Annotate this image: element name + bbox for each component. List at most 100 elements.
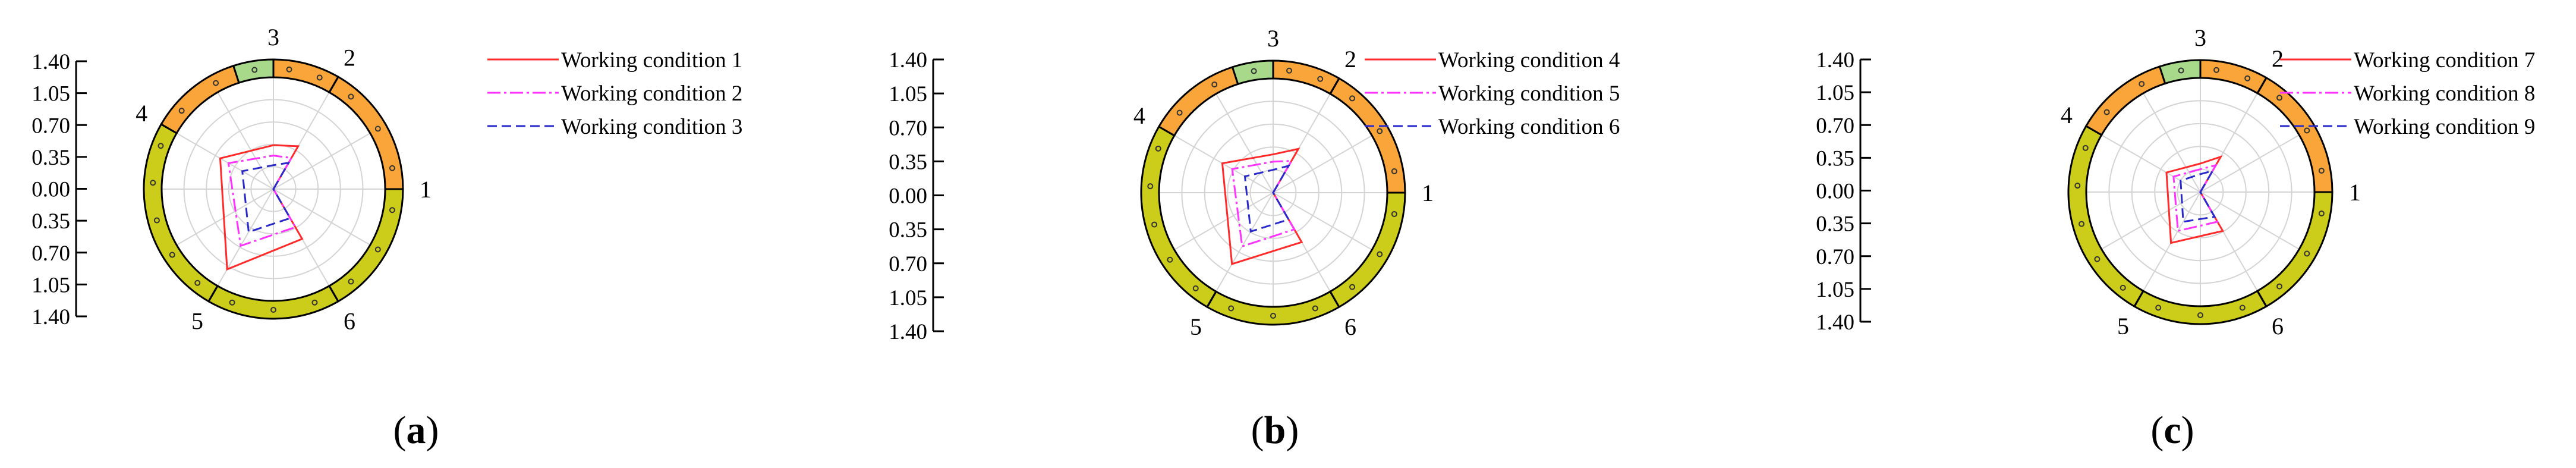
ring-sector-7 — [2256, 191, 2333, 308]
ring-dot — [1377, 128, 1383, 134]
ring-dot — [2318, 210, 2325, 216]
legend-entry-1: Working condition 4 — [1438, 48, 1620, 73]
ring-sector-4 — [2084, 65, 2166, 137]
grid-spoke — [2200, 134, 2300, 193]
scale-tick-label: 0.00 — [32, 178, 70, 202]
grid-spoke — [273, 133, 371, 190]
ring-dot — [178, 108, 185, 114]
radar-panel-2: 1 2 3 4 5 6 1.40 1.05 0.70 0.35 0.00 0.35 0.70 1.05 1.… — [889, 25, 1620, 452]
ring-sector-4 — [1157, 65, 1239, 137]
legend-entry-1: Working condition 7 — [2354, 48, 2535, 73]
grid-spoke — [2101, 134, 2201, 193]
ring-dot — [1312, 305, 1318, 312]
axis-label-4: 4 — [2061, 102, 2073, 128]
ring-sector-3 — [1231, 59, 1274, 86]
axis-label-1: 1 — [2349, 179, 2361, 206]
ring-dot — [270, 307, 276, 313]
ring-dot — [311, 299, 318, 306]
ring-dot — [194, 279, 201, 286]
panel-letter: b — [1264, 409, 1286, 452]
ring-divider — [2133, 290, 2144, 307]
ring-divider — [1206, 291, 1217, 308]
ring-dot — [389, 207, 395, 213]
ring-divider — [328, 76, 339, 93]
panel-label: (c) — [2150, 409, 2194, 452]
legend-entry-3: Working condition 3 — [561, 115, 742, 139]
scale-tick-label: 0.70 — [1816, 245, 1854, 269]
ring-dot — [2139, 81, 2145, 87]
scale-tick-label: 0.35 — [32, 209, 70, 234]
scale-tick-label: 0.35 — [1816, 212, 1854, 237]
series-line-2 — [227, 155, 297, 247]
series-line-3 — [2180, 169, 2216, 223]
grid-spoke — [2200, 191, 2300, 250]
ring-dot — [348, 93, 354, 100]
grid-spoke — [176, 133, 274, 190]
scale-tick-label: 0.35 — [889, 150, 927, 174]
ring-dot — [1377, 251, 1383, 257]
grid-spoke — [1273, 192, 1372, 250]
series-line-3 — [1243, 164, 1291, 233]
ring-sector-1 — [327, 76, 404, 190]
ring-sector-4 — [160, 64, 240, 135]
ring-dot — [1317, 76, 1324, 82]
ring-divider — [1329, 291, 1340, 308]
legend-entry-2: Working condition 2 — [561, 81, 742, 106]
ring-dot — [1251, 68, 1257, 74]
scale-tick-label: 1.40 — [1816, 310, 1854, 335]
axis-label-5: 5 — [2117, 313, 2129, 340]
axis-label-6: 6 — [1344, 313, 1356, 340]
axis-label-1: 1 — [420, 176, 432, 203]
axis-label-2: 2 — [344, 44, 355, 71]
ring-dot — [1211, 81, 1218, 88]
ring-sector-3 — [232, 58, 275, 84]
ring-dot — [2244, 75, 2251, 81]
ring-sector-2 — [1272, 59, 1341, 95]
ring-dot — [1349, 95, 1356, 102]
ring-dot — [374, 125, 381, 132]
series-line-2 — [2172, 164, 2219, 233]
scale-tick-label: 1.05 — [32, 82, 70, 106]
ring-dot — [2276, 283, 2283, 290]
legend-entry-3: Working condition 6 — [1438, 115, 1620, 139]
ring-dot — [2178, 67, 2184, 74]
scale-tick-label: 0.70 — [32, 114, 70, 138]
scale-tick-label: 0.70 — [32, 241, 70, 266]
axis-label-3: 3 — [1267, 25, 1279, 52]
ring-dot — [2304, 250, 2310, 257]
radar-panel-1: 1 2 3 4 5 6 1.40 1.05 0.70 0.35 0.00 0.35 0.70 1.05 1.… — [32, 24, 742, 452]
ring-dot — [229, 299, 235, 306]
ring-dot — [316, 74, 323, 81]
radar-panel-3: 1 2 3 4 5 6 1.40 1.05 0.70 0.35 0.00 0.35 0.70 1.05 1.… — [1816, 24, 2535, 452]
scale-tick-label: 0.35 — [1816, 146, 1854, 171]
ring-divider — [207, 285, 219, 302]
grid-spoke — [2143, 93, 2201, 193]
scale-tick-label: 1.40 — [32, 305, 70, 329]
grid-spoke — [2143, 191, 2201, 291]
grid-spoke — [2101, 191, 2201, 250]
ring-sector-1 — [1328, 77, 1406, 194]
ring-dot — [2239, 304, 2246, 311]
ring-dot — [1286, 67, 1293, 74]
axis-label-5: 5 — [191, 308, 203, 335]
ring-dot — [1176, 109, 1183, 116]
scale-tick-label: 1.40 — [889, 320, 927, 344]
scale-tick-label: 0.35 — [889, 218, 927, 243]
scale-tick-label: 0.70 — [889, 116, 927, 140]
scale-tick-label: 1.40 — [889, 48, 927, 73]
scale-tick-label: 0.70 — [889, 252, 927, 277]
ring-dot — [2082, 145, 2089, 151]
ring-dot — [1155, 145, 1161, 152]
ring-dot — [2120, 284, 2126, 291]
ring-dot — [2079, 221, 2085, 227]
ring-dot — [374, 246, 381, 253]
axis-label-4: 4 — [1133, 102, 1145, 129]
scale-tick-label: 0.70 — [1816, 114, 1854, 138]
ring-divider — [1158, 125, 1175, 137]
ring-dot — [389, 165, 395, 171]
scale-tick-label: 1.05 — [32, 273, 70, 297]
ring-dot — [2213, 67, 2220, 73]
series-line-1 — [219, 144, 304, 271]
ring-dot — [153, 217, 160, 224]
